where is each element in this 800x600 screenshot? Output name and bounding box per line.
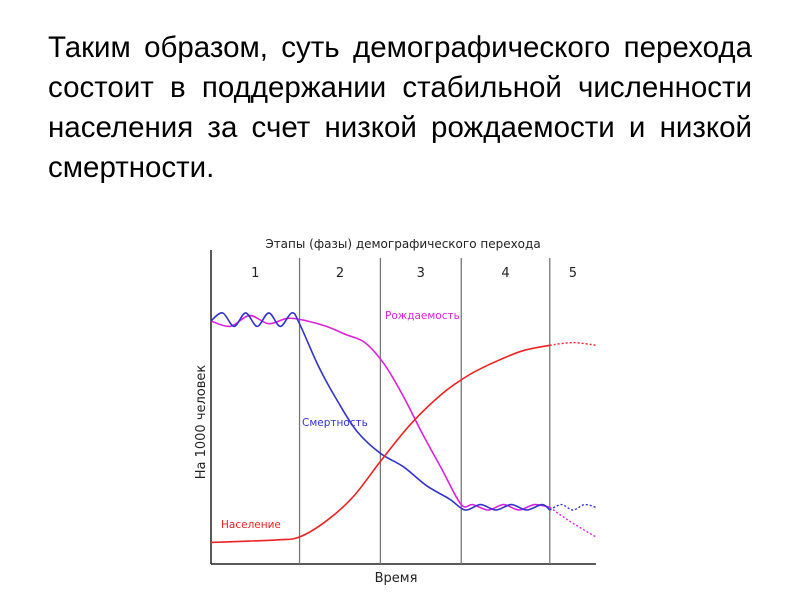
series-1-projection	[549, 506, 597, 538]
stage-labels: 1 2 3 4 5	[251, 266, 577, 281]
slide-paragraph: Таким образом, суть демографического пер…	[48, 31, 752, 184]
stage-label-4: 4	[501, 266, 509, 281]
series-2-line	[210, 312, 551, 511]
stage-label-1: 1	[251, 266, 259, 281]
stage-dividers	[298, 258, 551, 564]
series-2-projection	[549, 503, 597, 511]
stage-label-3: 3	[417, 266, 425, 281]
series-labels: Рождаемость Смертность Население	[221, 310, 460, 531]
x-axis-label: Время	[375, 571, 418, 586]
demographic-transition-chart: Этапы (фазы) демографического перехода 1…	[185, 232, 605, 592]
stage-label-5: 5	[569, 266, 577, 281]
series-3-label: Население	[221, 519, 281, 531]
chart-title: Этапы (фазы) демографического перехода	[265, 237, 540, 251]
series-3-projection	[549, 341, 597, 346]
series-lines	[210, 312, 597, 544]
y-axis-label: На 1000 человек	[194, 365, 209, 480]
series-2-label: Смертность	[302, 417, 368, 429]
series-1-line	[210, 314, 550, 511]
series-3-line	[210, 344, 550, 544]
chart-axes	[210, 250, 596, 565]
chart-svg: Этапы (фазы) демографического перехода 1…	[194, 237, 597, 586]
stage-label-2: 2	[336, 266, 344, 281]
series-1-label: Рождаемость	[385, 310, 460, 322]
